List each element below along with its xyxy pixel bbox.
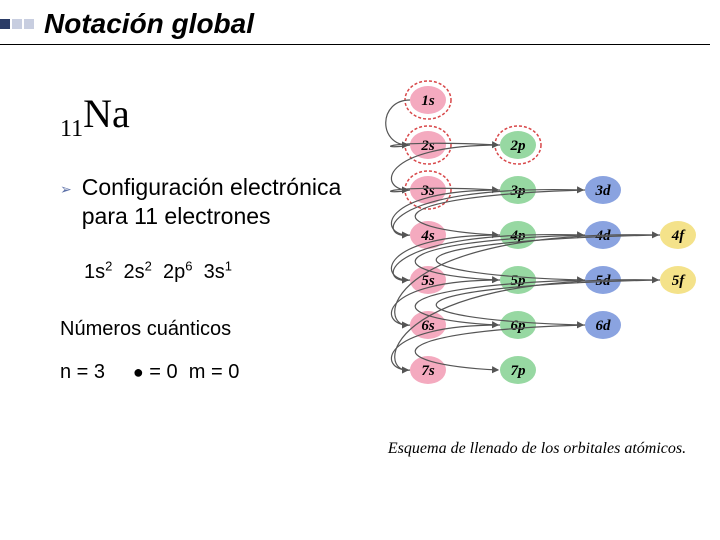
orbital-label: 5f xyxy=(672,273,687,289)
element-sym: Na xyxy=(83,91,130,136)
orbital-label: 1s xyxy=(421,93,435,109)
config-term: 2p6 xyxy=(163,261,192,283)
electron-config: 1s2 2s2 2p6 3s1 xyxy=(84,259,360,285)
config-term: 3s1 xyxy=(204,261,232,283)
title-bar: Notación global xyxy=(0,8,720,40)
arrow xyxy=(436,235,660,280)
orbital-label: 7p xyxy=(511,363,527,379)
orbital-label: 6d xyxy=(596,318,612,334)
diagram-svg: 1s2s2p3s3p3d4s4p4d4f5s5p5d5f6s6p6d7s7p xyxy=(368,75,708,475)
q-n: n = 3 xyxy=(60,361,105,383)
atomic-number: 11 xyxy=(60,116,83,142)
title-square xyxy=(24,19,34,29)
orbital-label: 2p xyxy=(510,138,527,154)
element-symbol: 11Na xyxy=(60,90,360,143)
config-term: 2s2 xyxy=(123,261,151,283)
orbital-label: 7s xyxy=(421,363,435,379)
orbital-label: 3d xyxy=(595,183,612,199)
diagram-caption: Esquema de llenado de los orbitales atóm… xyxy=(372,440,702,458)
config-term: 1s2 xyxy=(84,261,112,283)
bullet-text: Configuración electrónica para 11 electr… xyxy=(82,173,360,231)
q-l-symbol: ● xyxy=(133,362,144,382)
orbital-label: 6p xyxy=(511,318,527,334)
quantum-numbers: n = 3 ● = 0 m = 0 xyxy=(60,361,360,384)
orbital-diagram: 1s2s2p3s3p3d4s4p4d4f5s5p5d5f6s6p6d7s7p xyxy=(368,75,708,475)
left-column: 11Na ➢ Configuración electrónica para 11… xyxy=(60,90,360,384)
bullet-icon: ➢ xyxy=(60,181,72,198)
title-square xyxy=(12,19,22,29)
title-square xyxy=(0,19,10,29)
bullet-row: ➢ Configuración electrónica para 11 elec… xyxy=(60,173,360,231)
arrow xyxy=(436,280,660,325)
page-title: Notación global xyxy=(44,8,254,40)
title-decor xyxy=(0,19,34,29)
quantum-label: Números cuánticos xyxy=(60,318,360,341)
orbital-label: 4f xyxy=(671,228,687,244)
arrow xyxy=(391,145,500,190)
q-m: m = 0 xyxy=(189,361,240,383)
q-l: = 0 xyxy=(149,361,177,383)
title-underline xyxy=(0,44,710,45)
